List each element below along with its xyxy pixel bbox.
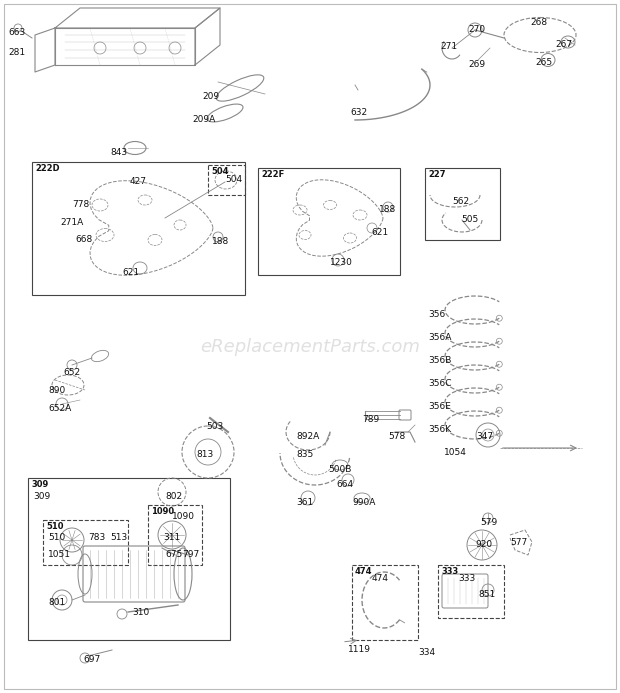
- Text: 851: 851: [478, 590, 495, 599]
- Text: 356: 356: [428, 310, 445, 319]
- Text: 578: 578: [388, 432, 405, 441]
- Text: 474: 474: [372, 574, 389, 583]
- Text: 835: 835: [296, 450, 313, 459]
- Text: 269: 269: [468, 60, 485, 69]
- Text: 510: 510: [48, 533, 65, 542]
- Text: 797: 797: [182, 550, 199, 559]
- Text: 663: 663: [8, 28, 25, 37]
- Text: 188: 188: [212, 237, 229, 246]
- Text: 356E: 356E: [428, 402, 451, 411]
- Text: 309: 309: [31, 480, 48, 489]
- Text: 222D: 222D: [35, 164, 60, 173]
- Text: 356C: 356C: [428, 379, 451, 388]
- Text: 778: 778: [72, 200, 89, 209]
- Text: 270: 270: [468, 25, 485, 34]
- Text: 801: 801: [48, 598, 65, 607]
- Bar: [32, 162, 245, 295]
- Text: 562: 562: [452, 197, 469, 206]
- Text: 513: 513: [110, 533, 127, 542]
- Text: 334: 334: [418, 648, 435, 657]
- Text: 789: 789: [362, 415, 379, 424]
- Text: 504: 504: [211, 167, 229, 176]
- Bar: [28, 478, 230, 640]
- Text: 890: 890: [48, 386, 65, 395]
- Bar: [43, 520, 128, 565]
- Text: 361: 361: [296, 498, 313, 507]
- Bar: [148, 505, 202, 565]
- Text: 843: 843: [110, 148, 127, 157]
- Text: 311: 311: [163, 533, 180, 542]
- Text: 356K: 356K: [428, 425, 451, 434]
- Text: 271A: 271A: [60, 218, 83, 227]
- Text: 1090: 1090: [172, 512, 195, 521]
- Text: 652: 652: [63, 368, 80, 377]
- Text: 1054: 1054: [444, 448, 467, 457]
- Text: 356B: 356B: [428, 356, 451, 365]
- Text: 783: 783: [88, 533, 105, 542]
- Text: eReplacementParts.com: eReplacementParts.com: [200, 337, 420, 356]
- Text: 281: 281: [8, 48, 25, 57]
- Text: 990A: 990A: [352, 498, 375, 507]
- Text: 668: 668: [75, 235, 92, 244]
- Bar: [438, 565, 504, 618]
- Text: 267: 267: [555, 40, 572, 49]
- Text: 892A: 892A: [296, 432, 319, 441]
- Bar: [208, 165, 245, 195]
- Text: 697: 697: [83, 655, 100, 664]
- Text: 664: 664: [336, 480, 353, 489]
- Text: 632: 632: [350, 108, 367, 117]
- Text: 227: 227: [428, 170, 446, 179]
- Text: 675: 675: [165, 550, 182, 559]
- Bar: [258, 168, 400, 275]
- Text: 222F: 222F: [261, 170, 284, 179]
- Text: 209A: 209A: [192, 115, 215, 124]
- Text: 505: 505: [461, 215, 478, 224]
- Text: 504: 504: [225, 175, 242, 184]
- Bar: [425, 168, 500, 240]
- Text: 271: 271: [440, 42, 457, 51]
- Text: 188: 188: [379, 205, 396, 214]
- Text: 577: 577: [510, 538, 527, 547]
- Text: 1051: 1051: [48, 550, 71, 559]
- Text: 1090: 1090: [151, 507, 174, 516]
- Text: 427: 427: [130, 177, 147, 186]
- Text: 813: 813: [196, 450, 213, 459]
- Text: 1230: 1230: [330, 258, 353, 267]
- Text: 265: 265: [535, 58, 552, 67]
- Text: 579: 579: [480, 518, 497, 527]
- Text: 621: 621: [122, 268, 139, 277]
- Text: 333: 333: [441, 567, 458, 576]
- Text: 510: 510: [46, 522, 63, 531]
- Text: 356A: 356A: [428, 333, 451, 342]
- Text: 268: 268: [530, 18, 547, 27]
- Text: 500B: 500B: [328, 465, 352, 474]
- Bar: [352, 565, 418, 640]
- Text: 333: 333: [458, 574, 476, 583]
- Text: 621: 621: [371, 228, 388, 237]
- Text: 310: 310: [132, 608, 149, 617]
- Text: 802: 802: [165, 492, 182, 501]
- Text: 1119: 1119: [348, 645, 371, 654]
- Text: 347: 347: [476, 432, 493, 441]
- Text: 474: 474: [355, 567, 373, 576]
- Text: 920: 920: [475, 540, 492, 549]
- Text: 309: 309: [33, 492, 50, 501]
- Text: 209: 209: [202, 92, 219, 101]
- Text: 652A: 652A: [48, 404, 71, 413]
- Text: 503: 503: [206, 422, 223, 431]
